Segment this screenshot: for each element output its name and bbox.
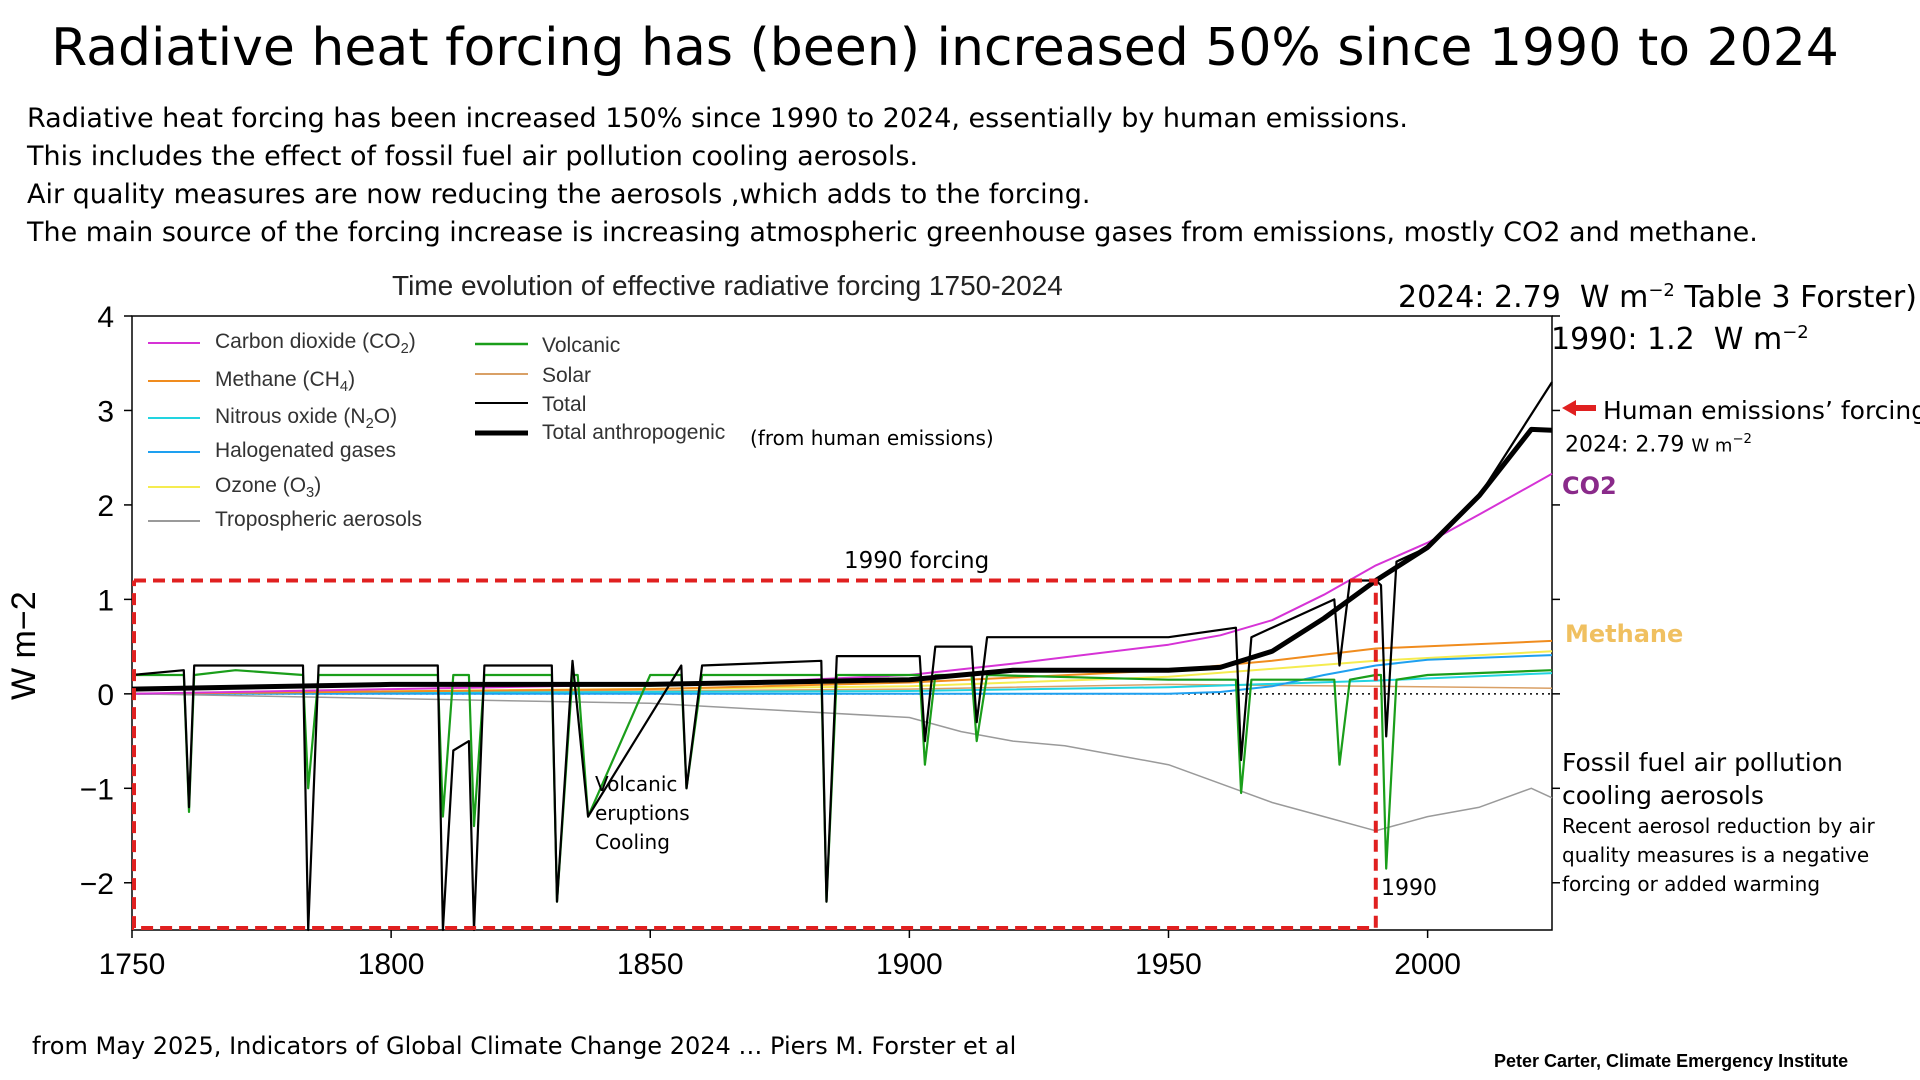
x-tick-label-1750: 1750 [99, 948, 166, 981]
volcanic-label-1: Volcanic [595, 772, 678, 796]
intro-line-3: Air quality measures are now reducing th… [27, 179, 1091, 210]
forcing-1990-annotation: 1990: 1.2 W m−2 [1551, 322, 1809, 357]
methane-label: Methane [1565, 620, 1684, 648]
x-tick-label-1800: 1800 [358, 948, 425, 981]
legend-label-co2: Carbon dioxide (CO2) [215, 330, 416, 358]
x-tick-label-1900: 1900 [876, 948, 943, 981]
legend-swatches [148, 342, 200, 522]
y-tick-label--1: −1 [80, 773, 114, 806]
human-forcing-2024: 2024: 2.79 W m−2 [1565, 432, 1752, 458]
forcing-1990-label: 1990 forcing [844, 548, 990, 574]
x-tick-label-1850: 1850 [617, 948, 684, 981]
red-arrow-icon [1562, 400, 1596, 416]
legend-label-ch4: Methane (CH4) [215, 368, 356, 396]
series-line-total [131, 381, 1553, 932]
x-tick-label-1950: 1950 [1135, 948, 1202, 981]
legend-label-halo: Halogenated gases [215, 439, 396, 462]
intro-line-4: The main source of the forcing increase … [27, 217, 1758, 248]
legend-swatches-2 [475, 342, 528, 436]
y-tick-label-3: 3 [97, 395, 114, 428]
y-tick-label-2: 2 [97, 490, 114, 523]
legend-label-aero: Tropospheric aerosols [215, 508, 422, 531]
author-credit: Peter Carter, Climate Emergency Institut… [1494, 1051, 1849, 1071]
series-line-anthro [131, 426, 1553, 692]
forcing-2024-annotation: 2024: 2.79 W m−2 Table 3 Forster) [1398, 280, 1917, 315]
y-tick-label-0: 0 [97, 679, 114, 712]
legend-label-solar: Solar [542, 364, 592, 387]
forcing-1990-box [132, 578, 1378, 930]
y-axis-label: W m−2 [5, 591, 43, 700]
legend-label-o3: Ozone (O3) [215, 474, 322, 502]
source-citation: from May 2025, Indicators of Global Clim… [32, 1032, 1017, 1060]
volcanic-label-2: eruptions [595, 801, 690, 825]
from-human-note: (from human emissions) [750, 426, 994, 450]
legend-label-anthro: Total anthropogenic [542, 421, 726, 444]
y-tick-label-1: 1 [97, 584, 114, 617]
aerosol-note-2: quality measures is a negative [1562, 843, 1870, 867]
series-line-aero [131, 693, 1553, 832]
y-tick-label-4: 4 [97, 301, 114, 334]
aerosol-note-1: Recent aerosol reduction by air [1562, 814, 1875, 838]
main-title: Radiative heat forcing has (been) increa… [51, 18, 1839, 78]
human-forcing-label: Human emissions’ forcing [1603, 396, 1920, 425]
intro-line-2: This includes the effect of fossil fuel … [27, 141, 919, 172]
chart-title: Time evolution of effective radiative fo… [392, 270, 1063, 301]
aerosols-label-2: cooling aerosols [1562, 781, 1764, 810]
year-1990-label: 1990 [1381, 876, 1437, 901]
legend-label-volc: Volcanic [542, 334, 621, 357]
intro-line-1: Radiative heat forcing has been increase… [27, 103, 1409, 134]
volcanic-label-3: Cooling [595, 830, 670, 854]
legend-label-total: Total [542, 393, 587, 416]
series-line-n2o [131, 672, 1553, 695]
aerosol-note-3: forcing or added warming [1562, 872, 1821, 896]
co2-label: CO2 [1562, 472, 1617, 500]
legend-label-n2o: Nitrous oxide (N2O) [215, 405, 398, 433]
x-tick-label-2000: 2000 [1394, 948, 1461, 981]
series-line-volc [132, 669, 1553, 903]
y-tick-label--2: −2 [80, 868, 114, 901]
aerosols-label-1: Fossil fuel air pollution [1562, 748, 1843, 777]
